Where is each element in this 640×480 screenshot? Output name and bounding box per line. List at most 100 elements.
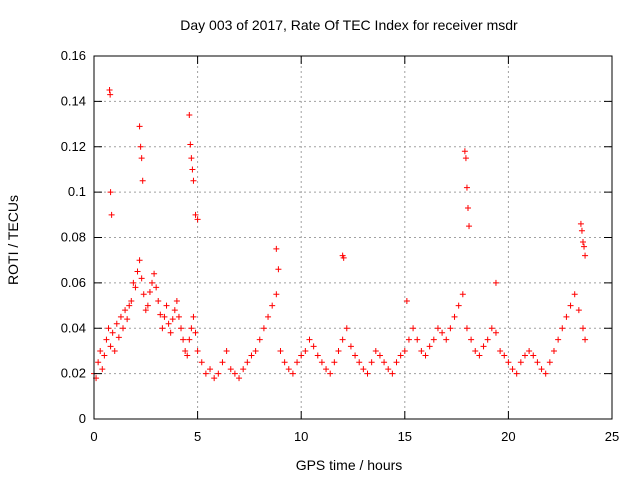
data-point bbox=[107, 91, 114, 98]
data-point bbox=[260, 325, 267, 332]
data-point bbox=[252, 347, 259, 354]
data-point bbox=[136, 257, 143, 264]
data-point bbox=[101, 352, 108, 359]
data-point bbox=[582, 252, 589, 259]
y-axis-label: ROTI / TECUs bbox=[5, 195, 21, 285]
data-point bbox=[134, 268, 141, 275]
data-point bbox=[95, 359, 102, 366]
data-point bbox=[327, 370, 334, 377]
data-point bbox=[184, 352, 191, 359]
y-tick-label: 0.06 bbox=[61, 275, 86, 290]
x-tick-label: 25 bbox=[605, 429, 619, 444]
data-point bbox=[192, 329, 199, 336]
data-point bbox=[265, 313, 272, 320]
data-point bbox=[240, 366, 247, 373]
data-point bbox=[136, 123, 143, 130]
data-point bbox=[505, 359, 512, 366]
data-point bbox=[146, 288, 153, 295]
data-point bbox=[410, 325, 417, 332]
data-point bbox=[534, 359, 541, 366]
data-point bbox=[526, 347, 533, 354]
y-tick-label: 0.14 bbox=[61, 93, 86, 108]
data-point bbox=[463, 325, 470, 332]
data-point bbox=[236, 375, 243, 382]
data-point bbox=[517, 359, 524, 366]
y-tick-label: 0.16 bbox=[61, 48, 86, 63]
data-point bbox=[105, 325, 112, 332]
data-point bbox=[578, 227, 585, 234]
data-point bbox=[159, 325, 166, 332]
data-point bbox=[443, 336, 450, 343]
data-point bbox=[530, 352, 537, 359]
data-point bbox=[194, 347, 201, 354]
x-tick-label: 10 bbox=[294, 429, 308, 444]
data-point bbox=[542, 370, 549, 377]
data-point bbox=[128, 298, 135, 305]
data-point bbox=[546, 359, 553, 366]
data-point bbox=[244, 359, 251, 366]
data-point bbox=[187, 141, 194, 148]
data-point bbox=[579, 325, 586, 332]
data-point bbox=[108, 211, 115, 218]
y-tick-label: 0.12 bbox=[61, 139, 86, 154]
data-point bbox=[397, 352, 404, 359]
data-point bbox=[211, 375, 218, 382]
data-point bbox=[273, 291, 280, 298]
data-point bbox=[171, 307, 178, 314]
data-point bbox=[189, 166, 196, 173]
data-point bbox=[480, 343, 487, 350]
data-point bbox=[310, 343, 317, 350]
data-point bbox=[155, 298, 162, 305]
data-point bbox=[476, 352, 483, 359]
data-point bbox=[368, 359, 375, 366]
data-point bbox=[161, 313, 168, 320]
data-point bbox=[190, 177, 197, 184]
data-point bbox=[492, 279, 499, 286]
y-tick-label: 0.02 bbox=[61, 366, 86, 381]
data-point bbox=[122, 307, 129, 314]
data-point bbox=[186, 111, 193, 118]
data-point bbox=[120, 325, 127, 332]
data-point bbox=[497, 347, 504, 354]
data-point bbox=[468, 336, 475, 343]
data-point bbox=[463, 184, 470, 191]
data-point bbox=[466, 223, 473, 230]
data-point bbox=[582, 336, 589, 343]
data-point bbox=[331, 359, 338, 366]
data-point bbox=[422, 352, 429, 359]
data-point bbox=[464, 205, 471, 212]
data-point bbox=[109, 329, 116, 336]
data-point bbox=[430, 336, 437, 343]
data-point bbox=[202, 370, 209, 377]
data-point bbox=[381, 359, 388, 366]
data-point bbox=[192, 211, 199, 218]
data-point bbox=[347, 343, 354, 350]
data-point bbox=[182, 347, 189, 354]
x-axis-label: GPS time / hours bbox=[296, 457, 403, 473]
data-point bbox=[111, 347, 118, 354]
data-point bbox=[509, 366, 516, 373]
data-point bbox=[335, 347, 342, 354]
data-point bbox=[142, 307, 149, 314]
x-tick-label: 20 bbox=[501, 429, 515, 444]
data-point bbox=[138, 155, 145, 162]
data-point bbox=[188, 325, 195, 332]
data-point bbox=[352, 352, 359, 359]
data-point bbox=[188, 155, 195, 162]
data-point bbox=[277, 347, 284, 354]
data-point bbox=[426, 343, 433, 350]
data-point bbox=[173, 298, 180, 305]
data-point bbox=[447, 325, 454, 332]
data-point bbox=[306, 336, 313, 343]
data-point bbox=[186, 336, 193, 343]
data-point bbox=[462, 155, 469, 162]
data-point bbox=[231, 370, 238, 377]
data-point bbox=[550, 347, 557, 354]
data-point bbox=[302, 347, 309, 354]
data-point bbox=[455, 302, 462, 309]
data-point bbox=[149, 279, 156, 286]
data-point bbox=[538, 366, 545, 373]
data-point bbox=[521, 352, 528, 359]
data-point bbox=[107, 189, 114, 196]
data-point bbox=[356, 359, 363, 366]
